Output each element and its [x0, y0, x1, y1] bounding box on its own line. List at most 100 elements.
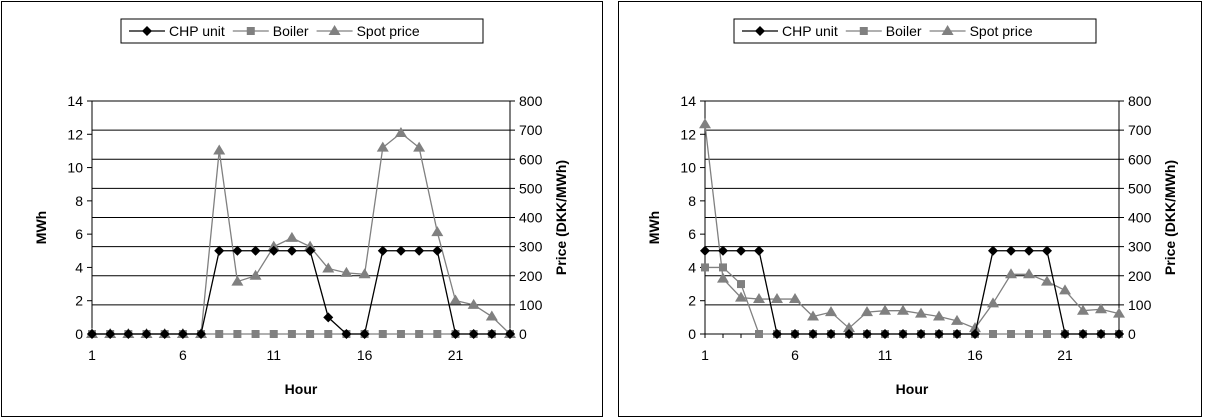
chart-0-legend-boiler-label: Boiler: [273, 23, 309, 39]
chart-1-spot-price-point: [861, 306, 873, 317]
chart-1-chp-unit-point: [988, 245, 998, 256]
chart-1-boiler-point: [737, 280, 745, 289]
chart-0-y2-tick-label: 200: [519, 268, 543, 284]
chart-1-y2-tick-label: 600: [1128, 151, 1152, 167]
chart-0-legend-box: [120, 18, 484, 44]
chart-0-chp-unit-point: [414, 245, 425, 256]
chart-0-x-tick-label: 11: [266, 347, 281, 363]
chart-0-chp-unit-point: [159, 329, 170, 339]
chart-0-chp-unit-point: [432, 245, 443, 256]
chart-1-chp-unit-point: [916, 329, 926, 339]
chart-0-chp-unit-point: [450, 329, 461, 339]
chart-0-y-tick-label: 6: [75, 226, 83, 242]
chart-0-y2-tick-label: 400: [519, 210, 543, 226]
chart-1-x-axis-title: Hour: [896, 381, 929, 397]
chart-0-legend-chp-unit-marker: [142, 26, 152, 36]
chart-1-chp-unit-point: [970, 329, 980, 339]
chart-0-x-tick-label: 1: [88, 347, 96, 363]
chart-0-chp-unit-point: [305, 245, 316, 256]
chart-0-boiler-point: [306, 330, 315, 338]
chart-0-chp-unit-point: [486, 329, 497, 339]
chart-0-spot-price-point: [431, 226, 444, 237]
chart-0-boiler-point: [287, 330, 296, 338]
chart-0-spot-price-point: [467, 298, 480, 309]
chart-0-y-tick-label: 12: [67, 126, 83, 142]
chart-1-spot-price-point: [807, 310, 819, 321]
chart-0-chp-unit-point: [250, 245, 261, 256]
chart-0-chp-unit-point: [395, 245, 406, 256]
chart-0-chp-unit-line: [92, 250, 510, 335]
chart-1-y2-tick-label: 300: [1128, 239, 1152, 255]
chart-0-boiler-point: [324, 330, 333, 338]
chart-0-chp-unit-point: [196, 329, 207, 339]
chart-1-spot-price-point: [897, 304, 909, 315]
chart-1-y2-tick-label: 200: [1128, 268, 1152, 284]
chart-1-boiler-point: [1007, 330, 1015, 338]
chart-0-y2-tick-label: 600: [519, 151, 543, 167]
chart-0-chp-unit-point: [377, 245, 388, 256]
chart-1-spot-price-point: [987, 297, 999, 308]
chart-0-y-tick-label: 14: [67, 93, 83, 109]
chart-1-legend: CHP unit Boiler Spot price: [733, 18, 1097, 44]
chart-0-boiler-point: [215, 330, 224, 338]
chart-0-y-axis-title: MWh: [33, 211, 49, 244]
chart-0-chp-unit-point: [123, 329, 134, 339]
chart-1-spot-price-point: [1077, 304, 1089, 315]
chart-1-spot-price-point: [771, 293, 783, 304]
chart-1-spot-price-point: [1005, 268, 1017, 279]
chart-1-y-tick-label: 6: [688, 226, 696, 242]
chart-0-y-tick-label: 10: [67, 160, 83, 176]
chart-0-x-tick-label: 21: [448, 347, 464, 363]
chart-0-chp-unit-point: [87, 329, 97, 339]
chart-1-chp-unit-point: [880, 329, 890, 339]
chart-0-spot-price-point: [213, 144, 226, 155]
chart-1-spot-price-point: [915, 307, 927, 318]
chart-1-spot-price-point: [735, 291, 747, 302]
chart-panel-right: 0 100 200 300 400 500 600 700 800 0 2 4 6 8 10 12 14 1 6 11…: [618, 1, 1202, 417]
chart-1-boiler-point: [989, 330, 997, 338]
chart-1-spot-price-point: [1059, 284, 1071, 295]
chart-1-spot-price-point: [969, 322, 981, 333]
chart-1-spot-price-point: [843, 322, 855, 333]
chart-1-boiler-point: [719, 263, 727, 272]
chart-0-y2-tick-label: 800: [519, 93, 543, 109]
chart-1-chp-unit-point: [790, 329, 800, 339]
chart-0-spot-price-point: [322, 262, 335, 273]
chart-0-y-tick-label: 4: [75, 259, 83, 275]
chart-1-y2-tick-label: 100: [1128, 297, 1152, 313]
chart-1-chp-unit-point: [718, 245, 728, 256]
chart-0-x-tick-label: 16: [357, 347, 373, 363]
chart-1-spot-price-point: [753, 293, 765, 304]
chart-1-chp-unit-point: [1078, 329, 1088, 339]
chart-1-chp-unit-point: [754, 245, 764, 256]
chart-0-chp-unit-point: [105, 329, 116, 339]
chart-1-x-tick-label: 16: [967, 347, 983, 363]
chart-1-y2-tick-label: 400: [1128, 210, 1152, 226]
chart-1-spot-price-point: [1095, 303, 1107, 314]
chart-1-y-tick-label: 10: [680, 160, 696, 176]
chart-1-spot-price-point: [1023, 268, 1035, 279]
chart-1-chp-unit-point: [808, 329, 818, 339]
chart-0-spot-price-point: [376, 141, 389, 152]
chart-1-chp-unit-point: [826, 329, 836, 339]
chart-1-legend-box: [733, 18, 1097, 44]
chart-1-series-chp-unit: [700, 245, 1124, 339]
chart-1-y2-tick-label: 500: [1128, 180, 1152, 196]
chart-0-y2-tick-label: 0: [519, 326, 527, 342]
chart-1-y2-axis-title: Price (DKK/MWh): [1162, 160, 1178, 275]
chart-1-legend-chp-unit-label: CHP unit: [782, 23, 838, 39]
chart-1-chp-unit-point: [772, 329, 782, 339]
chart-1-legend-spot-price-label: Spot price: [970, 23, 1033, 39]
chart-1-y-tick-label: 4: [688, 259, 696, 275]
chart-1-x-tick-label: 21: [1057, 347, 1073, 363]
chart-0-spot-price-point: [358, 268, 371, 279]
chart-0-x-tick-label: 6: [179, 347, 187, 363]
chart-0-chp-unit-point: [323, 312, 334, 323]
chart-1-boiler-point: [1043, 330, 1051, 338]
chart-1-boiler-line: [705, 266, 1119, 335]
chart-1-legend-chp-unit-marker: [755, 26, 765, 36]
chart-0-series-chp-unit: [87, 245, 515, 339]
chart-0-boiler-point: [251, 330, 260, 338]
chart-0-spot-price-point: [394, 127, 407, 138]
chart-0-chp-unit-point: [141, 329, 152, 339]
